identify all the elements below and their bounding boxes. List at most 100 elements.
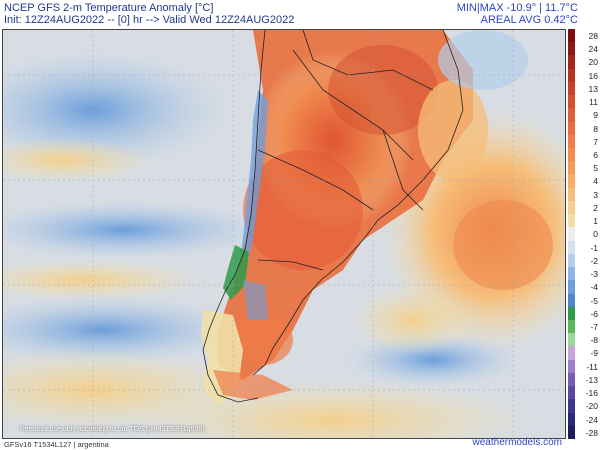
colorbar-swatch: [568, 253, 575, 268]
colorbar-label: 28: [588, 31, 598, 41]
colorbar-label: -4: [590, 282, 598, 293]
min-max-readout: MIN|MAX -10.9° | 11.7°C: [456, 2, 578, 14]
colorbar-label: 11: [589, 97, 598, 108]
colorbar-swatch: [568, 240, 575, 254]
colorbar-label: 2: [593, 202, 598, 213]
model-info: GFSv16 T1534L127 | argentina: [4, 440, 109, 449]
colorbar-swatch: [568, 161, 575, 175]
colorbar-label: 0: [593, 229, 598, 240]
colorbar-label: 16: [588, 70, 598, 81]
colorbar-step: -8: [568, 333, 598, 347]
colorbar-step: -2: [568, 253, 598, 268]
colorbar-swatch: [568, 187, 575, 201]
brand-link[interactable]: weathermodels.com: [472, 437, 562, 448]
colorbar-label: 6: [593, 150, 598, 161]
colorbar-step: 9: [568, 108, 598, 122]
init-valid-time: Init: 12Z24AUG2022 -- [0] hr --> Valid W…: [4, 14, 295, 26]
colorbar-swatch: [568, 121, 575, 135]
colorbar-swatch: [568, 293, 575, 307]
colorbar-step: 8: [568, 121, 598, 135]
colorbar-swatch: [568, 425, 575, 439]
colorbar-step: -28: [568, 425, 598, 439]
colorbar-swatch: [568, 148, 575, 162]
colorbar-label: 9: [593, 110, 598, 121]
map-canvas: [3, 30, 565, 438]
colorbar-label: -24: [585, 414, 598, 425]
colorbar-step: -6: [568, 306, 598, 320]
colorbar-step: -4: [568, 280, 598, 294]
colorbar-step: 5: [568, 161, 598, 175]
colorbar-label: -6: [590, 308, 598, 319]
colorbar-step: 13: [568, 81, 598, 96]
colorbar-label: 13: [588, 83, 598, 94]
colorbar-step: -11: [568, 359, 598, 373]
colorbar-label: 3: [593, 189, 598, 200]
colorbar-label: 24: [588, 44, 598, 55]
colorbar-label: -20: [585, 401, 598, 412]
colorbar-label: -3: [590, 269, 598, 280]
colorbar-swatch: [568, 227, 575, 241]
colorbar-step: -13: [568, 372, 598, 387]
tos-disclaimer: Personal use only according to our TOS (…: [20, 426, 205, 433]
colorbar-step: 16: [568, 68, 598, 82]
colorbar-step: -3: [568, 267, 598, 281]
colorbar-swatch: [568, 412, 575, 426]
colorbar-step: 3: [568, 187, 598, 201]
colorbar-label: 8: [593, 123, 598, 134]
areal-average-readout: AREAL AVG 0.42°C: [480, 14, 578, 26]
land-anomaly-field: [201, 30, 528, 405]
colorbar-step: -1: [568, 240, 598, 254]
colorbar-swatch: [568, 346, 575, 360]
colorbar-swatch: [568, 333, 575, 347]
colorbar-label: 1: [593, 216, 598, 227]
colorbar-step: -5: [568, 293, 598, 307]
colorbar-step: 11: [568, 95, 598, 109]
colorbar-swatch: [568, 174, 575, 188]
colorbar-step: 1: [568, 214, 598, 228]
colorbar-step: -9: [568, 346, 598, 360]
colorbar-step: -20: [568, 399, 598, 413]
colorbar-swatch: [568, 359, 575, 373]
colorbar-swatch: [568, 306, 575, 320]
colorbar-step: 4: [568, 174, 598, 188]
colorbar-step: -24: [568, 412, 598, 426]
colorbar-swatch: [568, 134, 575, 149]
colorbar-step: 6: [568, 148, 598, 162]
colorbar-label: -2: [590, 255, 598, 266]
colorbar-swatch: [568, 267, 575, 281]
colorbar-label: -1: [590, 242, 598, 253]
colorbar-label: 7: [593, 136, 598, 147]
colorbar-swatch: [568, 81, 575, 96]
colorbar-step: 28: [568, 29, 598, 43]
colorbar-swatch: [568, 55, 575, 69]
pacific-anomaly-field: [3, 50, 533, 438]
colorbar-label: -8: [590, 335, 598, 346]
colorbar-step: 0: [568, 227, 598, 241]
colorbar-step: -16: [568, 386, 598, 400]
colorbar-label: 20: [588, 57, 598, 68]
coastlines-and-borders: [202, 30, 464, 403]
map-title: NCEP GFS 2-m Temperature Anomaly [°C]: [4, 2, 214, 14]
graticule: [3, 30, 565, 438]
colorbar-step: -7: [568, 319, 598, 334]
colorbar-swatch: [568, 280, 575, 294]
colorbar-legend: 28 24 20 16 13 11 9 8 7 6 5 4 3 2 1 0 -1 -2 -3 -4 -5 -6 -7 -8 -9…: [568, 29, 598, 439]
colorbar-step: 24: [568, 42, 598, 56]
colorbar-label: -13: [585, 374, 598, 385]
colorbar-swatch: [568, 108, 575, 122]
colorbar-swatch: [568, 200, 575, 215]
colorbar-swatch: [568, 386, 575, 400]
colorbar-step: 2: [568, 200, 598, 215]
colorbar-label: -7: [590, 321, 598, 332]
colorbar-label: -28: [585, 427, 598, 438]
temperature-anomaly-map: [2, 29, 566, 439]
colorbar-swatch: [568, 214, 575, 228]
colorbar-swatch: [568, 319, 575, 334]
colorbar-swatch: [568, 372, 575, 387]
colorbar-label: -5: [590, 295, 598, 306]
colorbar-swatch: [568, 42, 575, 56]
colorbar-label: -9: [590, 348, 598, 359]
colorbar-label: 4: [593, 176, 598, 187]
colorbar-step: 20: [568, 55, 598, 69]
colorbar-swatch: [568, 29, 575, 43]
